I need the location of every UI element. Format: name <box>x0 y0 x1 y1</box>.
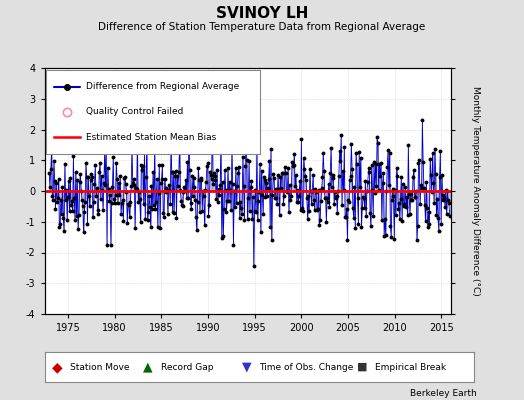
Text: ▲: ▲ <box>143 360 152 374</box>
Text: Estimated Station Mean Bias: Estimated Station Mean Bias <box>86 133 216 142</box>
Text: Difference from Regional Average: Difference from Regional Average <box>86 82 239 91</box>
Text: ■: ■ <box>357 362 368 372</box>
Text: ▼: ▼ <box>242 360 252 374</box>
Text: Difference of Station Temperature Data from Regional Average: Difference of Station Temperature Data f… <box>99 22 425 32</box>
Text: ◆: ◆ <box>52 360 63 374</box>
Text: Quality Control Failed: Quality Control Failed <box>86 108 184 116</box>
Text: Time of Obs. Change: Time of Obs. Change <box>259 362 354 372</box>
Text: SVINOY LH: SVINOY LH <box>216 6 308 21</box>
Text: Station Move: Station Move <box>70 362 130 372</box>
Text: Berkeley Earth: Berkeley Earth <box>410 389 477 398</box>
Text: Record Gap: Record Gap <box>160 362 213 372</box>
Y-axis label: Monthly Temperature Anomaly Difference (°C): Monthly Temperature Anomaly Difference (… <box>471 86 480 296</box>
Text: Empirical Break: Empirical Break <box>375 362 446 372</box>
